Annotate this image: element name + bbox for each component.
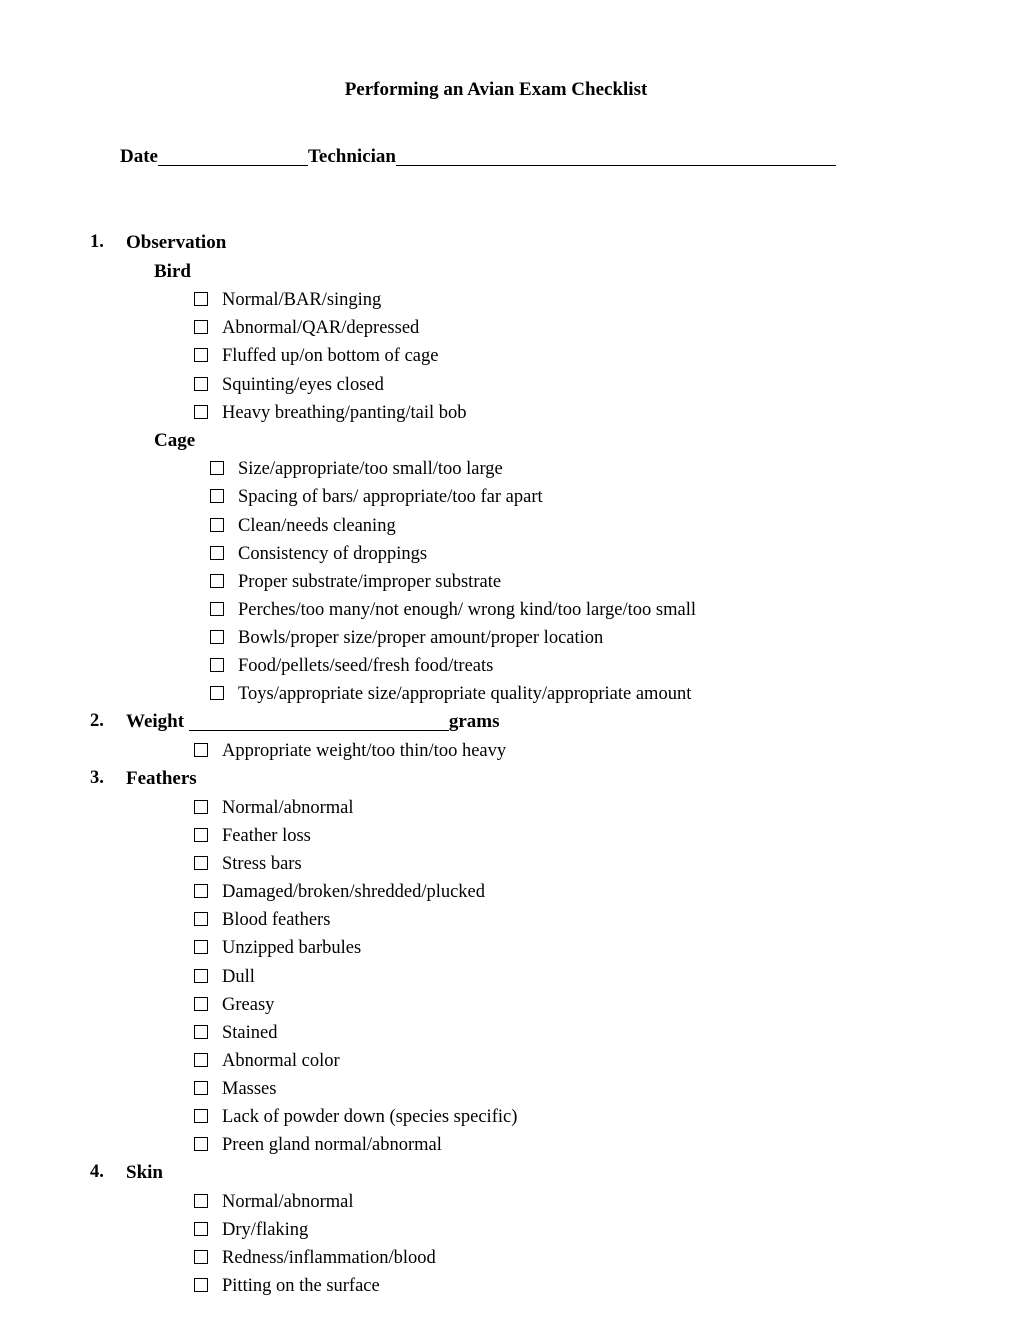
main-list: Observation Bird Normal/BAR/singing Abno… [90,229,902,1301]
check-item[interactable]: Size/appropriate/too small/too large [210,455,902,483]
check-item[interactable]: Masses [194,1075,902,1103]
date-label: Date [120,146,158,167]
check-item[interactable]: Fluffed up/on bottom of cage [194,342,902,370]
check-item[interactable]: Feather loss [194,822,902,850]
section-observation: Observation Bird Normal/BAR/singing Abno… [90,229,902,708]
section-title-feathers: Feathers [126,768,197,789]
check-item[interactable]: Redness/inflammation/blood [194,1244,902,1272]
weight-suffix: grams [449,711,500,732]
check-item[interactable]: Preen gland normal/abnormal [194,1131,902,1159]
check-item[interactable]: Pitting on the surface [194,1272,902,1300]
check-item[interactable]: Appropriate weight/too thin/too heavy [194,737,902,765]
section-weight: Weight grams Appropriate weight/too thin… [90,708,902,765]
check-item[interactable]: Unzipped barbules [194,934,902,962]
check-item[interactable]: Bowls/proper size/proper amount/proper l… [210,624,902,652]
section-title-skin: Skin [126,1162,163,1183]
check-item[interactable]: Stained [194,1019,902,1047]
check-item[interactable]: Food/pellets/seed/fresh food/treats [210,652,902,680]
date-blank[interactable] [158,165,308,166]
checklist-weight: Appropriate weight/too thin/too heavy [194,737,902,765]
check-item[interactable]: Damaged/broken/shredded/plucked [194,878,902,906]
checklist-cage: Size/appropriate/too small/too large Spa… [210,455,902,708]
technician-label: Technician [308,146,396,167]
weight-blank[interactable] [189,730,449,731]
check-item[interactable]: Clean/needs cleaning [210,512,902,540]
document-title: Performing an Avian Exam Checklist [90,76,902,105]
section-title-observation: Observation [126,232,226,253]
check-item[interactable]: Spacing of bars/ appropriate/too far apa… [210,483,902,511]
check-item[interactable]: Blood feathers [194,906,902,934]
check-item[interactable]: Consistency of droppings [210,540,902,568]
check-item[interactable]: Normal/BAR/singing [194,286,902,314]
technician-blank[interactable] [396,165,836,166]
check-item[interactable]: Normal/abnormal [194,1188,902,1216]
checklist-bird: Normal/BAR/singing Abnormal/QAR/depresse… [194,286,902,427]
check-item[interactable]: Dry/flaking [194,1216,902,1244]
check-item[interactable]: Dull [194,963,902,991]
subheading-bird: Bird [154,258,902,287]
check-item[interactable]: Perches/too many/not enough/ wrong kind/… [210,596,902,624]
header-line: Date Technician [120,143,902,172]
check-item[interactable]: Squinting/eyes closed [194,371,902,399]
section-feathers: Feathers Normal/abnormal Feather loss St… [90,765,902,1159]
check-item[interactable]: Normal/abnormal [194,794,902,822]
check-item[interactable]: Abnormal color [194,1047,902,1075]
check-item[interactable]: Toys/appropriate size/appropriate qualit… [210,680,902,708]
check-item[interactable]: Stress bars [194,850,902,878]
section-skin: Skin Normal/abnormal Dry/flaking Redness… [90,1159,902,1300]
weight-prefix: Weight [126,711,189,732]
check-item[interactable]: Lack of powder down (species specific) [194,1103,902,1131]
check-item[interactable]: Heavy breathing/panting/tail bob [194,399,902,427]
subheading-cage: Cage [154,427,902,456]
check-item[interactable]: Proper substrate/improper substrate [210,568,902,596]
check-item[interactable]: Greasy [194,991,902,1019]
section-title-weight: Weight grams [126,711,499,732]
check-item[interactable]: Abnormal/QAR/depressed [194,314,902,342]
checklist-feathers: Normal/abnormal Feather loss Stress bars… [194,794,902,1159]
checklist-skin: Normal/abnormal Dry/flaking Redness/infl… [194,1188,902,1300]
